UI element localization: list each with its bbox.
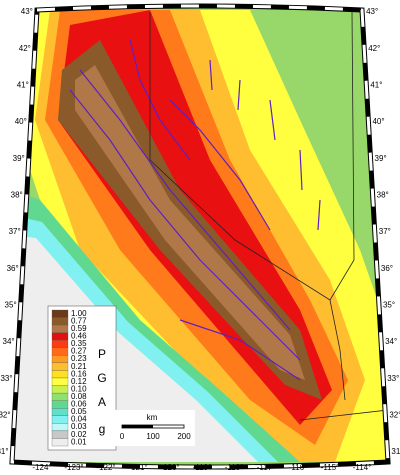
legend-swatch [51,415,69,424]
legend-swatch [51,438,69,447]
legend-swatch [51,392,69,401]
legend-value: 0.27 [71,347,87,356]
lon-label: -116° [289,463,308,472]
lat-label-left: 43° [21,7,33,16]
lon-label: -122° [96,463,115,472]
lat-label-right: 41° [370,80,382,89]
legend-value: 0.16 [71,369,87,378]
legend-swatch [51,362,69,371]
legend-value: 0.05 [71,407,87,416]
lat-label-left: 40° [15,117,27,126]
legend-swatch [51,385,69,394]
legend-swatch [51,400,69,409]
legend-value: 0.04 [71,415,87,424]
legend: 1.000.770.590.460.350.270.230.210.160.12… [47,305,117,451]
legend-value: 0.46 [71,332,87,341]
legend-swatch [51,355,69,364]
scale-label: 200 [177,432,191,441]
lat-label-left: 37° [9,227,21,236]
lon-label: -121° [128,463,147,472]
lat-label-left: 34° [3,337,15,346]
lat-label-right: 34° [385,337,397,346]
lat-label-right: 40° [372,117,384,126]
legend-swatch [51,332,69,341]
lat-label-right: 33° [387,374,399,383]
lat-label-right: 37° [379,227,391,236]
scale-segment [122,425,153,428]
lat-label-left: 42° [19,44,31,53]
lat-label-left: 35° [5,300,17,309]
legend-swatch [51,347,69,356]
scale-label: 0 [120,432,125,441]
scale-unit: km [147,413,158,422]
legend-swatch [51,324,69,333]
legend-swatch [51,377,69,386]
lon-label: -120° [160,463,179,472]
legend-swatch [51,430,69,439]
scale-bar: km 0 100 200 [115,410,195,446]
lon-label: -119° [193,463,212,472]
lat-label-left: 38° [11,190,23,199]
lat-label-left: 36° [7,264,19,273]
legend-value: 0.77 [71,316,87,325]
legend-value: 0.59 [71,324,87,333]
lon-label: -114° [353,463,372,472]
lat-label-right: 32° [389,410,400,419]
legend-value: 0.03 [71,422,87,431]
legend-value: 0.01 [71,437,87,446]
legend-unit: g [99,422,106,436]
legend-title: G [97,371,106,385]
legend-value: 1.00 [71,309,87,318]
map-frame-ticks [10,4,390,469]
legend-value: 0.06 [71,400,87,409]
lat-label-right: 38° [377,190,389,199]
lat-label-right: 36° [381,264,393,273]
lon-label: -115° [321,463,340,472]
lat-label-right: 43° [366,7,378,16]
lon-label: -117° [257,463,276,472]
lat-label-right: 35° [383,300,395,309]
legend-swatch [51,309,69,318]
lat-label-right: 31° [391,447,400,456]
legend-value: 0.02 [71,430,87,439]
lat-label-right: 39° [375,154,387,163]
scale-label: 100 [146,432,160,441]
legend-swatch [51,340,69,348]
lon-label: -118° [225,463,244,472]
lat-label-left: 32° [0,410,11,419]
legend-swatch [51,423,69,432]
legend-value: 0.10 [71,384,87,393]
legend-title: A [98,395,106,409]
legend-swatch [51,408,69,416]
lat-label-right: 42° [368,44,380,53]
legend-swatch [51,370,69,379]
legend-value: 0.35 [71,339,87,348]
legend-title: P [98,347,106,361]
legend-value: 0.08 [71,392,87,401]
lon-label: -124° [32,463,51,472]
lat-label-left: 33° [0,374,12,383]
lon-label: -123° [64,463,83,472]
legend-swatch [51,317,69,326]
lat-label-left: 41° [17,80,29,89]
lat-label-left: 31° [0,447,9,456]
lat-label-left: 39° [13,154,25,163]
legend-value: 0.23 [71,354,87,363]
legend-value: 0.12 [71,377,87,386]
legend-value: 0.21 [71,362,87,371]
